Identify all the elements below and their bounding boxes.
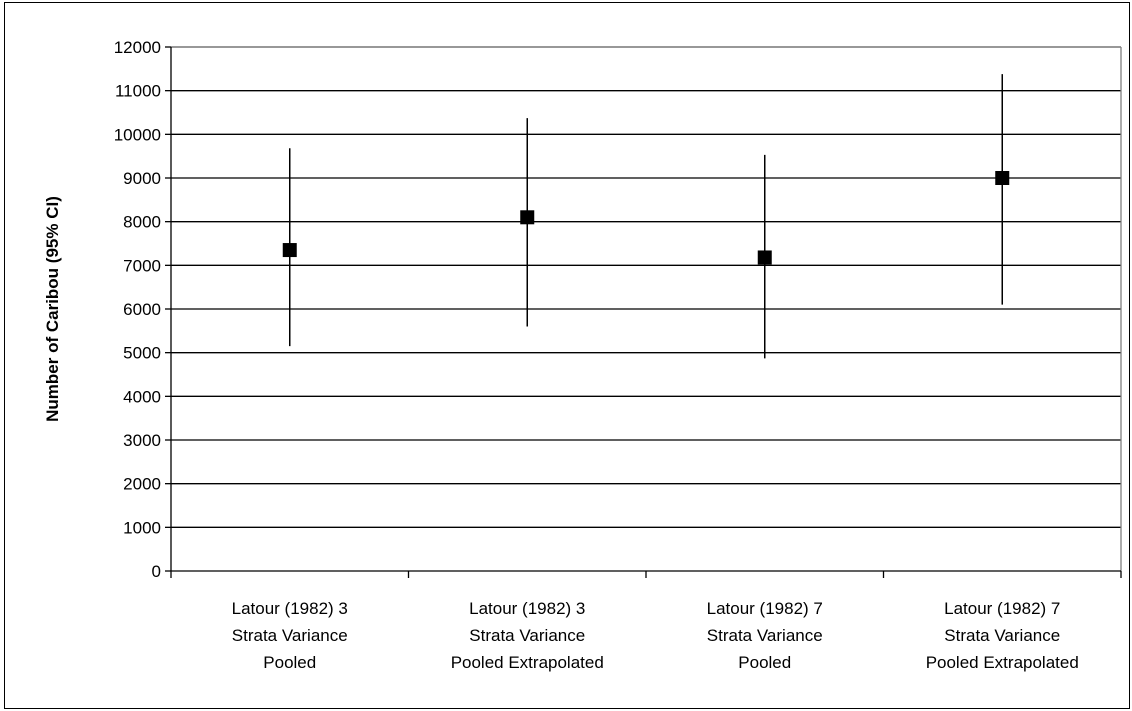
y-tick-label: 11000 <box>115 82 161 101</box>
y-tick-label: 7000 <box>123 256 161 275</box>
y-tick-label: 8000 <box>123 213 161 232</box>
axes <box>165 46 1122 578</box>
x-category-label: Latour (1982) 7 <box>707 599 823 618</box>
y-tick-label: 12000 <box>114 38 161 57</box>
x-category-label: Latour (1982) 3 <box>232 599 348 618</box>
y-tick-label: 5000 <box>123 344 161 363</box>
data-point-marker <box>520 210 535 225</box>
x-category-label: Pooled Extrapolated <box>926 653 1079 672</box>
x-category-label: Strata Variance <box>944 626 1060 645</box>
x-category-label: Pooled <box>738 653 791 672</box>
y-tick-label: 2000 <box>123 475 161 494</box>
data-marks <box>282 74 1010 359</box>
data-point-marker <box>995 171 1010 185</box>
x-category-label: Strata Variance <box>232 626 348 645</box>
y-tick-label: 10000 <box>114 125 161 144</box>
y-tick-label: 4000 <box>123 387 161 406</box>
x-category-label: Latour (1982) 7 <box>944 599 1060 618</box>
y-tick-label: 6000 <box>123 300 161 319</box>
data-point-marker <box>282 243 297 258</box>
x-category-label: Pooled Extrapolated <box>451 653 604 672</box>
data-point-marker <box>757 250 772 265</box>
y-tick-label: 3000 <box>123 431 161 450</box>
x-category-label: Strata Variance <box>707 626 823 645</box>
x-category-label: Strata Variance <box>469 626 585 645</box>
gridlines <box>171 46 1121 528</box>
x-category-labels: Latour (1982) 3 Strata Variance Pooled Lato… <box>232 599 1079 672</box>
chart-frame <box>4 2 1130 709</box>
y-tick-label: 1000 <box>123 518 161 537</box>
y-axis-label: Number of Caribou (95% CI) <box>43 196 62 422</box>
y-tick-label: 0 <box>152 562 161 581</box>
y-tick-labels: 0 1000 2000 3000 4000 5000 6000 7000 8000 9000 100… <box>114 38 161 581</box>
y-tick-label: 9000 <box>123 169 161 188</box>
x-category-label: Latour (1982) 3 <box>469 599 585 618</box>
x-category-label: Pooled <box>263 653 316 672</box>
